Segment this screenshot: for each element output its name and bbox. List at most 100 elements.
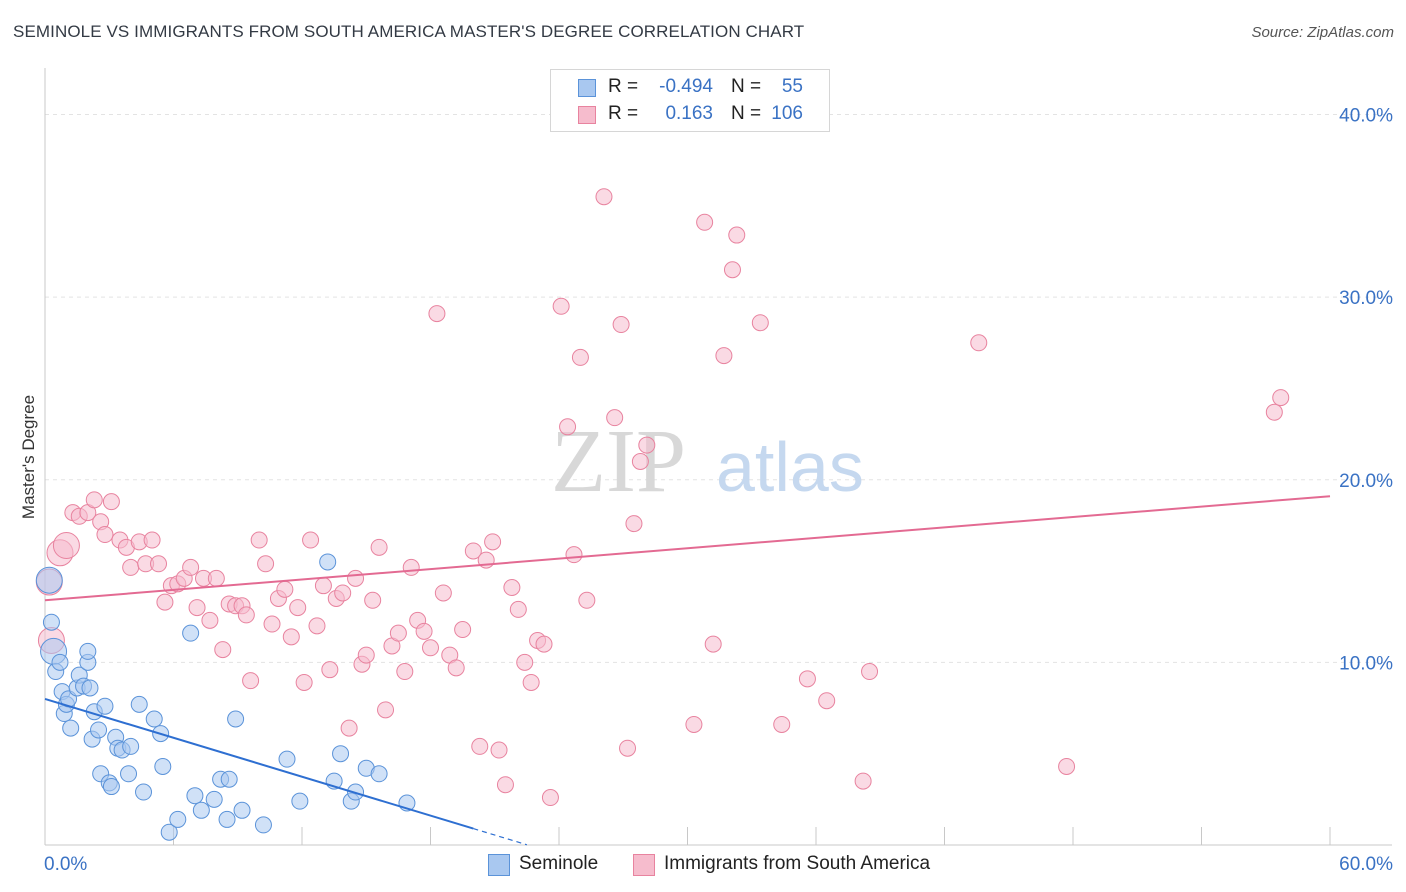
- point-immigrants: [565, 546, 583, 564]
- point-seminole: [35, 566, 63, 594]
- legend-n-value: 55: [781, 76, 803, 97]
- legend-n-label: N =: [731, 103, 762, 124]
- correlation-legend: R = -0.494 N = 55 R = 0.163 N = 106: [550, 69, 830, 132]
- point-seminole: [135, 783, 153, 801]
- legend-swatch-seminole: [578, 79, 596, 97]
- point-immigrants: [970, 334, 988, 352]
- y-tick-label: 10.0%: [1339, 653, 1393, 674]
- point-immigrants: [295, 673, 313, 691]
- point-immigrants: [250, 531, 268, 549]
- point-immigrants: [302, 531, 320, 549]
- point-seminole: [370, 765, 388, 783]
- trend-line-seminole: [44, 697, 474, 830]
- chart-title: SEMINOLE VS IMMIGRANTS FROM SOUTH AMERIC…: [13, 22, 805, 41]
- legend-row-immigrants: R = 0.163 N = 106: [551, 102, 829, 129]
- point-seminole: [186, 787, 204, 805]
- point-immigrants: [396, 663, 414, 681]
- point-seminole: [145, 710, 163, 728]
- x-tick-label: 60.0%: [1339, 854, 1393, 875]
- point-immigrants: [625, 515, 643, 533]
- legend-swatch-immigrants: [633, 854, 655, 876]
- point-immigrants: [773, 715, 791, 733]
- point-immigrants: [257, 555, 275, 573]
- point-immigrants: [314, 577, 332, 595]
- point-immigrants: [434, 584, 452, 602]
- point-immigrants: [484, 533, 502, 551]
- point-seminole: [51, 653, 69, 671]
- legend-r-label: R =: [608, 103, 639, 124]
- point-immigrants: [182, 558, 200, 576]
- point-immigrants: [334, 584, 352, 602]
- point-seminole: [169, 810, 187, 828]
- point-seminole: [278, 750, 296, 768]
- point-immigrants: [308, 617, 326, 635]
- point-immigrants: [415, 622, 433, 640]
- y-tick-label: 30.0%: [1339, 288, 1393, 309]
- point-seminole: [160, 823, 178, 841]
- legend-n-value: 106: [771, 103, 803, 124]
- legend-n-label: N =: [731, 76, 762, 97]
- point-seminole: [192, 801, 210, 819]
- point-seminole: [218, 810, 236, 828]
- legend-swatch-seminole: [488, 854, 510, 876]
- point-immigrants: [454, 621, 472, 639]
- legend-r-value: 0.163: [665, 103, 713, 124]
- point-immigrants: [612, 316, 630, 334]
- point-immigrants: [428, 305, 446, 323]
- point-seminole: [42, 613, 60, 631]
- point-seminole: [102, 778, 120, 796]
- point-seminole: [90, 721, 108, 739]
- point-immigrants: [818, 692, 836, 710]
- point-immigrants: [207, 569, 225, 587]
- point-immigrants: [321, 661, 339, 679]
- point-immigrants: [357, 646, 375, 664]
- point-immigrants: [571, 348, 589, 366]
- point-immigrants: [201, 611, 219, 629]
- legend-r-label: R =: [608, 76, 639, 97]
- legend-r-value: -0.494: [659, 76, 713, 97]
- point-immigrants: [122, 558, 140, 576]
- tick-labels: 10.0% 20.0% 30.0% 40.0% 0.0% 60.0%: [44, 106, 1393, 875]
- trend-lines: [44, 495, 1331, 846]
- point-seminole: [319, 553, 337, 571]
- point-seminole: [205, 790, 223, 808]
- point-immigrants: [535, 635, 553, 653]
- point-immigrants: [631, 453, 649, 470]
- point-seminole: [291, 792, 309, 810]
- point-immigrants: [102, 493, 120, 511]
- point-immigrants: [685, 715, 703, 733]
- point-immigrants: [276, 580, 294, 598]
- point-immigrants: [214, 641, 232, 659]
- point-immigrants: [1058, 757, 1076, 775]
- point-immigrants: [370, 538, 388, 556]
- point-immigrants: [509, 600, 527, 618]
- point-seminole: [79, 642, 97, 660]
- point-seminole: [220, 770, 238, 788]
- x-tick-label: 0.0%: [44, 854, 87, 875]
- point-immigrants: [96, 526, 114, 544]
- point-immigrants: [861, 663, 879, 681]
- data-points: [35, 188, 1290, 841]
- point-immigrants: [237, 606, 255, 624]
- point-immigrants: [606, 409, 624, 427]
- legend-row-seminole: R = -0.494 N = 55: [551, 75, 829, 102]
- point-immigrants: [389, 624, 407, 642]
- legend-swatch-immigrants: [578, 106, 596, 124]
- point-immigrants: [340, 719, 358, 737]
- point-immigrants: [150, 555, 168, 573]
- point-immigrants: [447, 659, 465, 677]
- point-seminole: [120, 765, 138, 783]
- trend-extension-seminole: [473, 827, 528, 846]
- point-immigrants: [516, 653, 534, 671]
- watermark-atlas: atlas: [716, 428, 864, 506]
- point-immigrants: [522, 673, 540, 691]
- point-immigrants: [242, 672, 260, 690]
- point-immigrants: [619, 739, 637, 757]
- point-seminole: [96, 697, 114, 715]
- point-immigrants: [422, 639, 439, 657]
- point-immigrants: [464, 542, 482, 560]
- point-immigrants: [696, 213, 714, 231]
- point-seminole: [227, 710, 245, 728]
- legend-label-immigrants: Immigrants from South America: [664, 853, 931, 874]
